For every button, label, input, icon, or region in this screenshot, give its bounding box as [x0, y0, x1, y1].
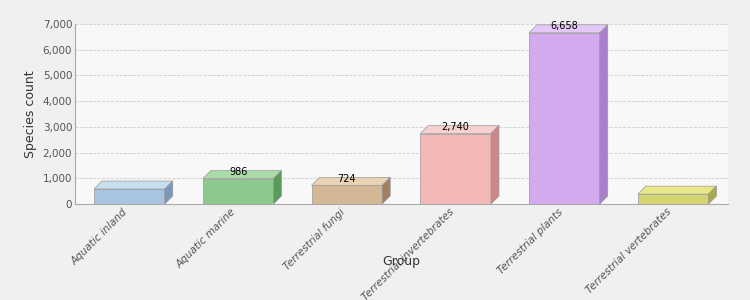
Text: 2,740: 2,740: [442, 122, 470, 132]
Polygon shape: [202, 178, 274, 204]
Polygon shape: [94, 181, 172, 189]
Polygon shape: [165, 181, 172, 204]
Polygon shape: [529, 25, 608, 33]
Y-axis label: Species count: Species count: [24, 70, 38, 158]
Polygon shape: [311, 177, 390, 185]
Text: 986: 986: [229, 167, 248, 177]
Text: Group: Group: [382, 254, 420, 268]
Text: 6,658: 6,658: [550, 21, 578, 31]
Polygon shape: [274, 171, 281, 204]
Polygon shape: [638, 194, 709, 204]
Polygon shape: [94, 189, 165, 204]
Polygon shape: [382, 177, 390, 204]
Polygon shape: [600, 25, 608, 204]
Polygon shape: [529, 33, 600, 204]
Polygon shape: [420, 125, 499, 134]
Polygon shape: [311, 185, 382, 204]
Text: 724: 724: [338, 174, 356, 184]
Polygon shape: [709, 186, 716, 204]
Polygon shape: [202, 171, 281, 178]
Polygon shape: [638, 186, 716, 194]
Polygon shape: [420, 134, 491, 204]
Polygon shape: [491, 125, 499, 204]
